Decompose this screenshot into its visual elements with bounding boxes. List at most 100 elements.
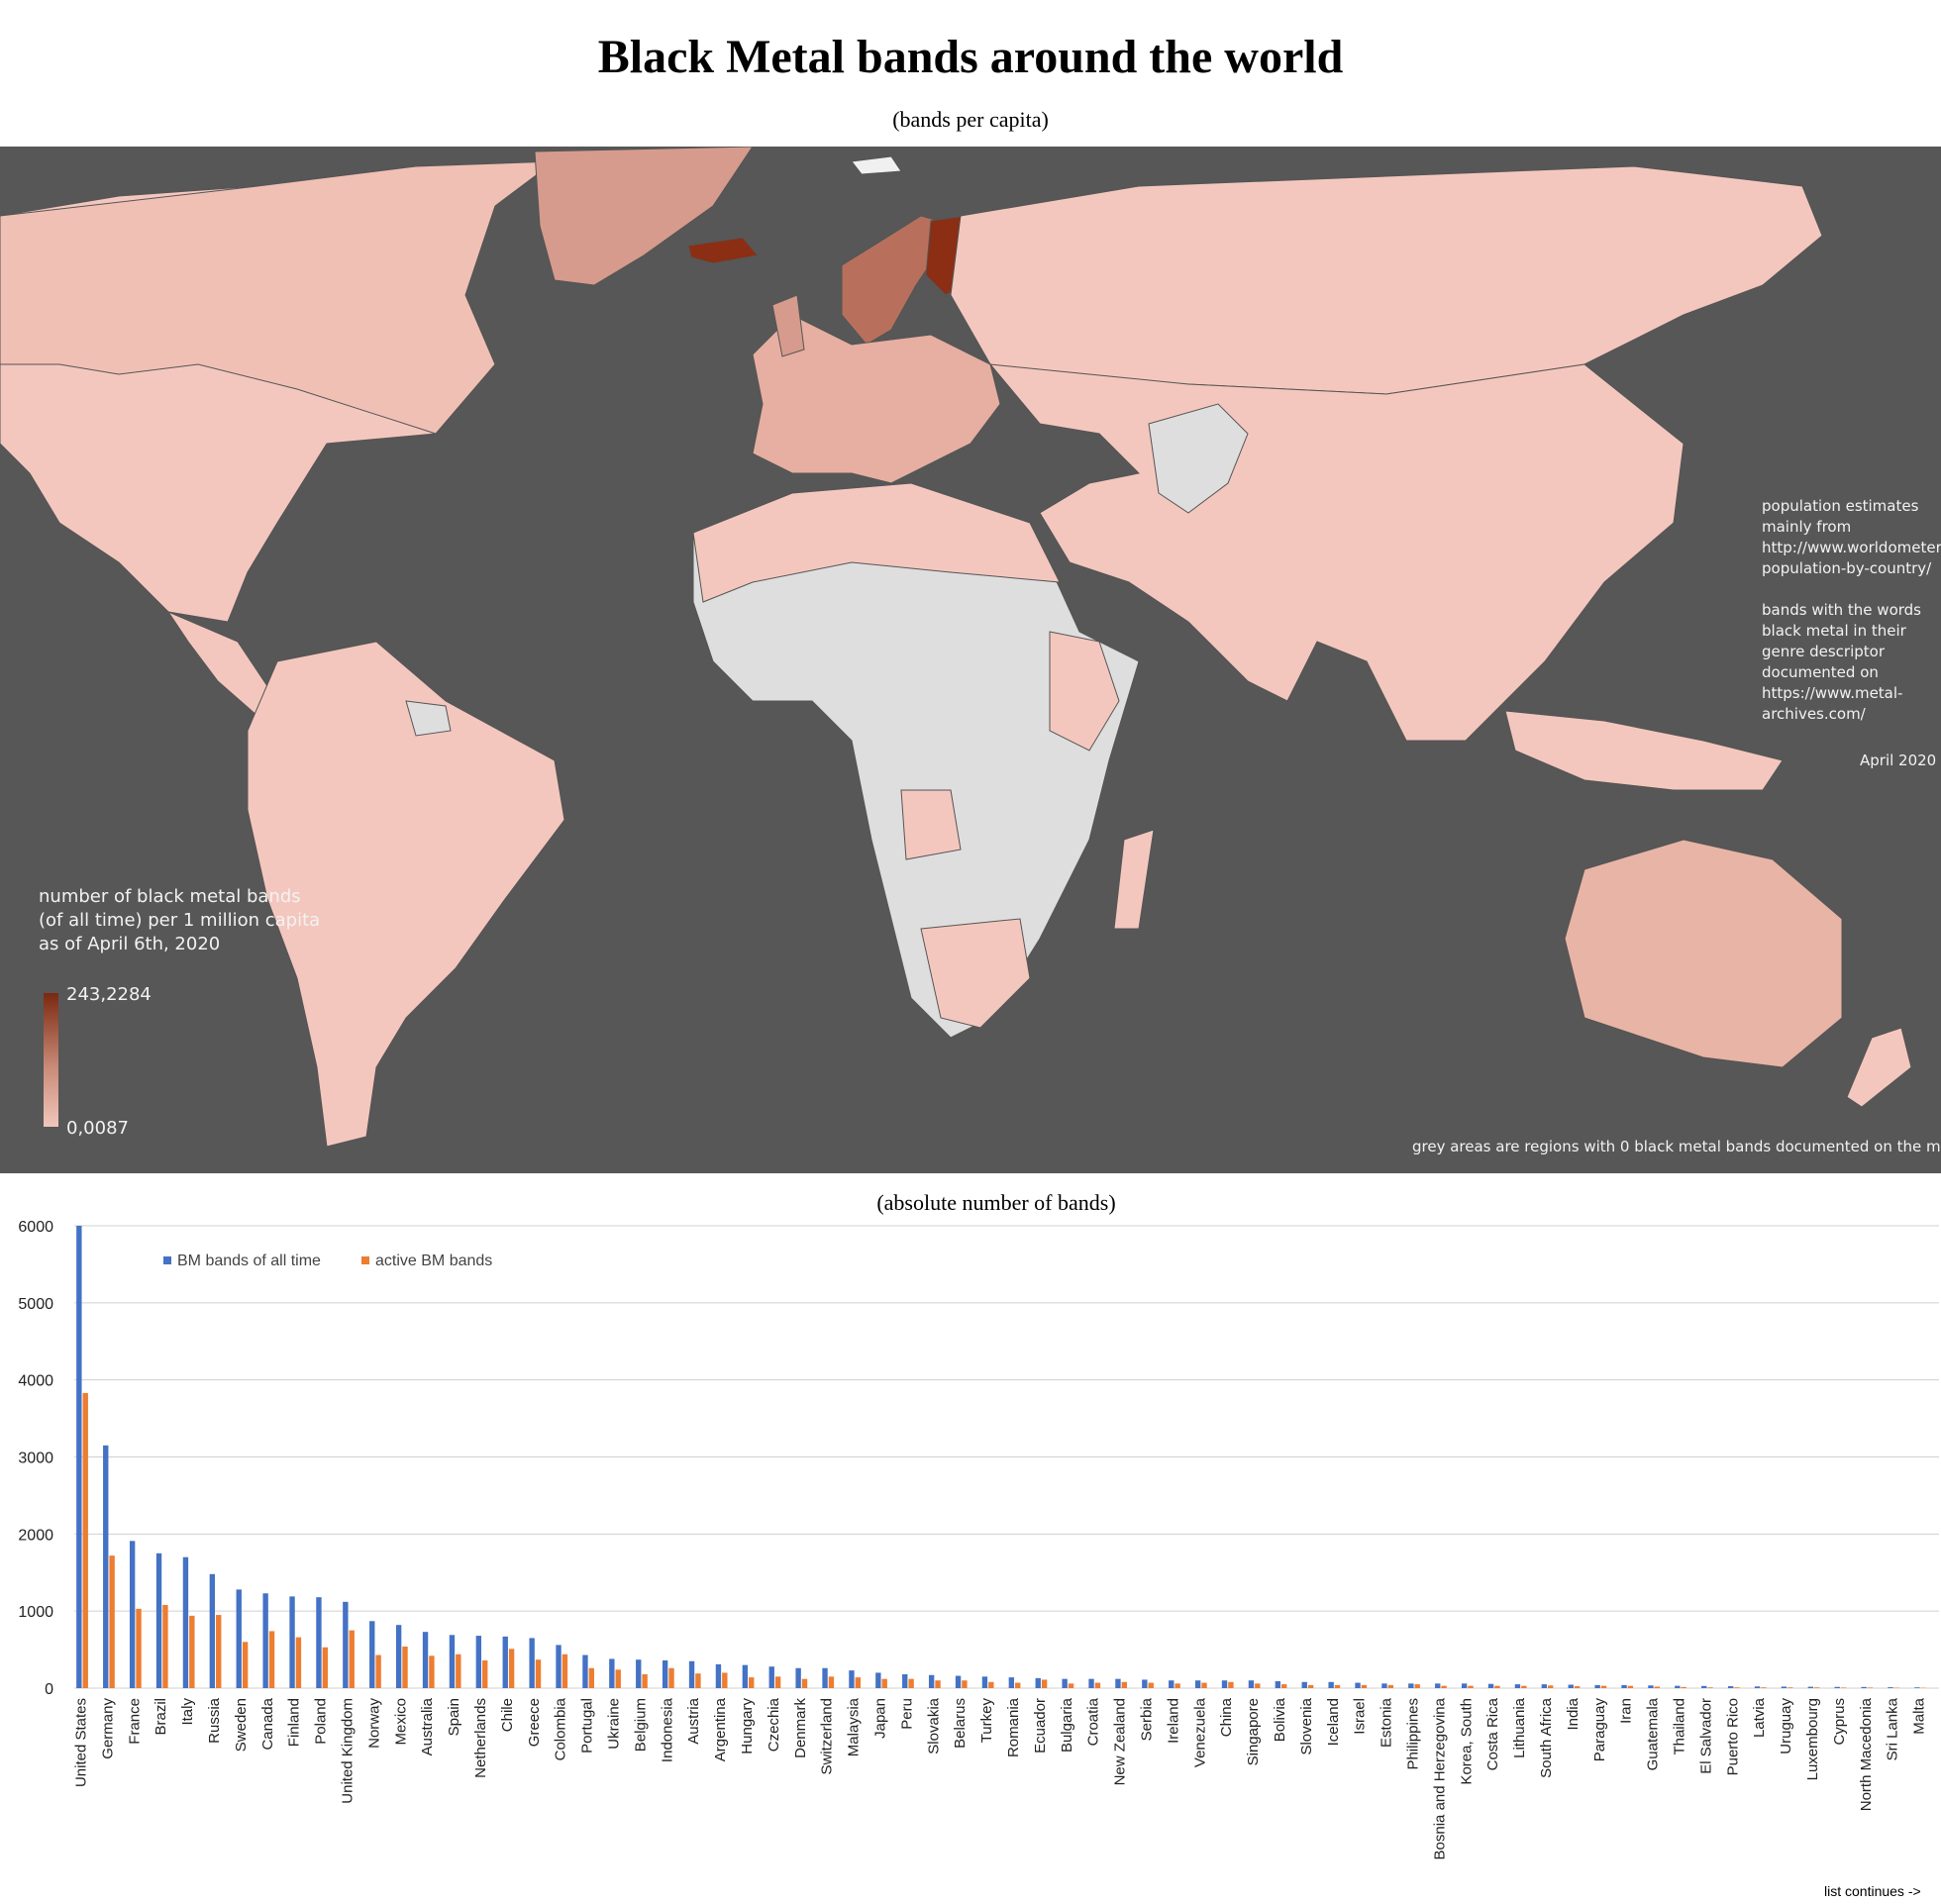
x-tick-label: Sri Lanka: [1885, 1697, 1901, 1760]
x-tick-label: Bosnia and Herzegovina: [1431, 1697, 1448, 1859]
bar-all-time: [155, 1553, 162, 1688]
x-tick-label: Ireland: [1165, 1698, 1181, 1744]
map-region-south-america: [247, 641, 565, 1148]
x-tick-label: North Macedonia: [1858, 1697, 1875, 1811]
bar-all-time: [1914, 1687, 1920, 1688]
bar-all-time: [955, 1675, 962, 1688]
bar-active: [1387, 1684, 1394, 1688]
x-tick-label: Switzerland: [819, 1698, 836, 1775]
bar-all-time: [849, 1670, 855, 1688]
x-tick-label: Iran: [1618, 1698, 1635, 1724]
map-region-guiana: [405, 700, 452, 737]
bar-active: [1175, 1683, 1180, 1688]
map-region-iceland: [687, 237, 759, 264]
bar-active: [1548, 1685, 1554, 1688]
chart-title: (absolute number of bands): [876, 1190, 1115, 1215]
x-tick-label: Romania: [1005, 1697, 1022, 1757]
map-region-east-africa: [1049, 631, 1120, 752]
bar-active: [828, 1676, 835, 1688]
legend-title: number of black metal bands (of all time…: [39, 886, 321, 954]
x-tick-label: Japan: [872, 1698, 889, 1739]
y-tick-label: 6000: [18, 1219, 53, 1236]
x-tick-label: India: [1565, 1697, 1582, 1730]
x-tick-label: Philippines: [1405, 1698, 1422, 1770]
map-subtitle: (bands per capita): [892, 107, 1049, 132]
bar-active: [482, 1659, 488, 1688]
x-tick-label: Singapore: [1245, 1698, 1262, 1765]
x-tick-label: Hungary: [739, 1698, 756, 1754]
x-tick-label: El Salvador: [1697, 1698, 1714, 1774]
bar-all-time: [1861, 1686, 1867, 1688]
bar-active: [1121, 1681, 1128, 1688]
bar-all-time: [343, 1601, 349, 1688]
map-region-antarctic-fragment: [851, 155, 902, 175]
x-tick-label: France: [126, 1698, 143, 1745]
x-tick-label: Thailand: [1672, 1698, 1688, 1755]
bar-all-time: [1807, 1686, 1814, 1688]
bar-all-time: [1088, 1678, 1094, 1688]
bar-active: [1281, 1684, 1287, 1688]
x-tick-label: Malaysia: [846, 1697, 863, 1756]
x-tick-label: Cyprus: [1831, 1698, 1848, 1746]
map-region-madagascar: [1113, 829, 1155, 930]
x-tick-label: Finland: [286, 1698, 303, 1747]
bar-all-time: [262, 1593, 268, 1688]
bar-active: [1148, 1682, 1154, 1688]
bar-active: [962, 1680, 968, 1688]
x-tick-label: Denmark: [792, 1698, 809, 1758]
bar-all-time: [1248, 1680, 1255, 1688]
x-tick-label: Canada: [259, 1697, 276, 1750]
map-region-angola: [900, 789, 962, 860]
x-tick-label: Sweden: [233, 1698, 250, 1752]
x-tick-label: Slovakia: [925, 1697, 942, 1754]
bar-active: [1041, 1679, 1048, 1688]
x-tick-label: Bulgaria: [1059, 1697, 1075, 1753]
date-note: April 2020: [1860, 752, 1937, 769]
bar-all-time: [369, 1621, 375, 1688]
bar-all-time: [209, 1573, 216, 1688]
bar-active: [695, 1673, 701, 1688]
bar-active: [1867, 1687, 1874, 1688]
x-tick-label: Paraguay: [1591, 1698, 1608, 1762]
y-tick-label: 5000: [18, 1296, 53, 1313]
map-region-new-zealand: [1846, 1027, 1912, 1108]
bar-chart: (absolute number of bands) 0 1000 2000 3000…: [18, 1190, 1939, 1859]
bar-active: [109, 1555, 115, 1688]
bar-all-time: [981, 1676, 988, 1688]
x-tick-label: Serbia: [1139, 1697, 1156, 1741]
bar-active: [1681, 1686, 1686, 1688]
bar-all-time: [1781, 1686, 1788, 1688]
bar-all-time: [395, 1625, 402, 1688]
bar-all-time: [1221, 1680, 1228, 1688]
x-tick-label: Ukraine: [606, 1698, 623, 1750]
x-tick-label: Portugal: [579, 1698, 596, 1754]
bar-all-time: [1514, 1684, 1521, 1688]
bar-active: [1441, 1685, 1447, 1688]
bar-all-time: [529, 1638, 535, 1688]
bar-active: [456, 1653, 461, 1688]
bar-all-time: [1035, 1677, 1041, 1688]
bar-all-time: [1727, 1686, 1734, 1688]
bar-all-time: [928, 1674, 935, 1688]
bar-all-time: [1355, 1682, 1361, 1688]
bar-all-time: [316, 1597, 322, 1688]
x-tick-label: Brazil: [153, 1698, 169, 1736]
x-tick-label: Czechia: [766, 1697, 782, 1752]
legend-swatch: [361, 1256, 369, 1264]
x-tick-label: Greece: [526, 1698, 543, 1747]
x-tick-label: Malta: [1911, 1697, 1928, 1734]
bar-active: [1361, 1684, 1368, 1688]
x-tick-label: New Zealand: [1112, 1698, 1129, 1785]
bar-all-time: [609, 1658, 615, 1688]
bar-active: [1094, 1682, 1101, 1688]
x-tick-label: Puerto Rico: [1724, 1698, 1741, 1775]
bar-active: [1521, 1685, 1527, 1688]
x-tick-label: Venezuela: [1191, 1697, 1208, 1767]
bar-all-time: [1194, 1680, 1201, 1688]
bar-all-time: [449, 1635, 456, 1688]
bar-active: [1307, 1684, 1314, 1688]
bar-active: [774, 1676, 781, 1688]
map-region-canada-interior: [0, 160, 557, 435]
map-region-norway-sweden: [841, 215, 957, 346]
bar-active: [588, 1667, 595, 1688]
